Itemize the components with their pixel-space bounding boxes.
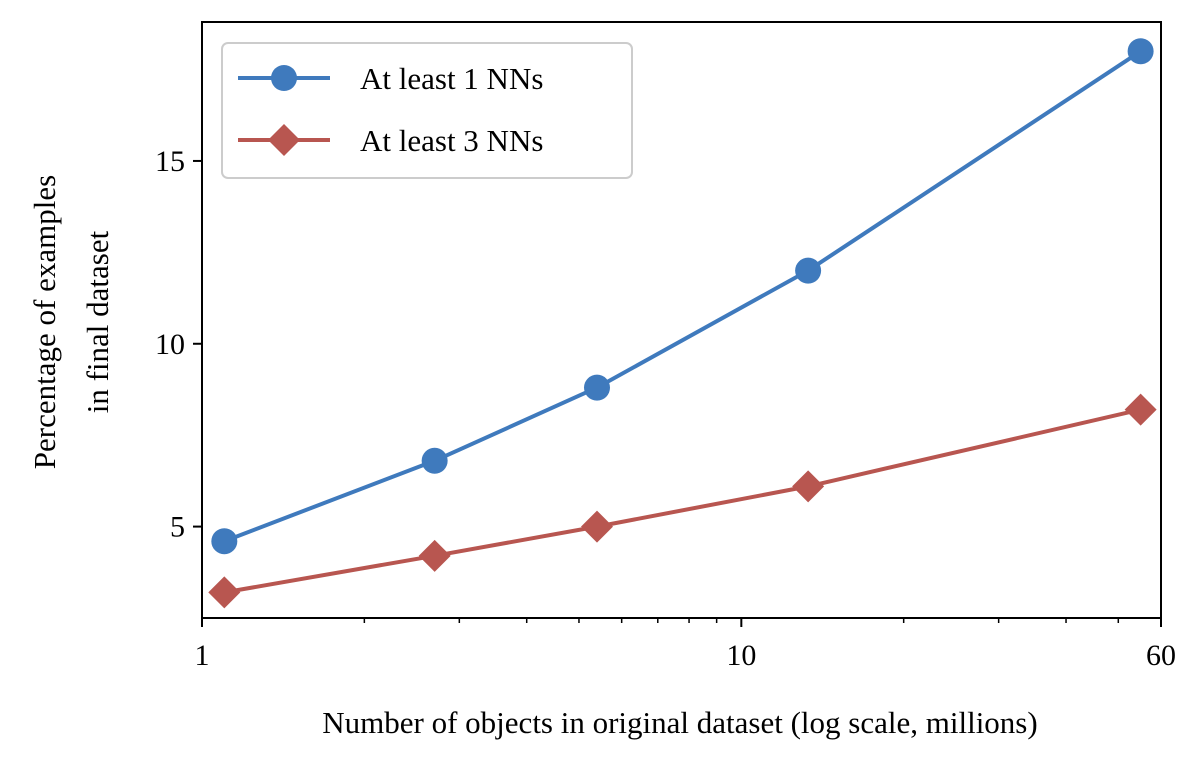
y-tick-label: 5 bbox=[170, 511, 185, 544]
series-layer bbox=[208, 38, 1157, 609]
data-point-diamond bbox=[1124, 393, 1157, 426]
x-axis-title: Number of objects in original dataset (l… bbox=[322, 705, 1037, 740]
data-point-circle bbox=[583, 374, 610, 401]
y-axis-title-line-2: in final dataset bbox=[80, 230, 115, 413]
y-tick-label: 15 bbox=[155, 145, 185, 178]
data-point-diamond bbox=[792, 470, 825, 503]
x-tick-label: 10 bbox=[726, 639, 756, 672]
legend-label: At least 1 NNs bbox=[360, 61, 543, 96]
x-tick-label: 60 bbox=[1146, 639, 1176, 672]
plot-frame bbox=[201, 21, 1162, 619]
legend-label: At least 3 NNs bbox=[360, 123, 543, 158]
data-point-diamond bbox=[580, 510, 613, 543]
series-1 bbox=[211, 38, 1154, 555]
legend: At least 1 NNs At least 3 NNs bbox=[221, 42, 633, 179]
series-2 bbox=[208, 393, 1157, 609]
legend-marker-diamond bbox=[268, 124, 300, 156]
axes-layer: 1 10 60 5 10 15 bbox=[155, 21, 1176, 672]
data-point-circle bbox=[795, 257, 822, 284]
data-point-circle bbox=[421, 447, 448, 474]
y-tick-label: 10 bbox=[155, 328, 185, 361]
legend-marker-circle bbox=[271, 65, 297, 91]
data-point-diamond bbox=[418, 539, 451, 572]
data-point-circle bbox=[211, 528, 238, 555]
x-tick-label: 1 bbox=[195, 639, 210, 672]
y-axis-title: Percentage of examples bbox=[27, 175, 62, 469]
data-point-diamond bbox=[208, 576, 241, 609]
data-point-circle bbox=[1127, 38, 1154, 65]
